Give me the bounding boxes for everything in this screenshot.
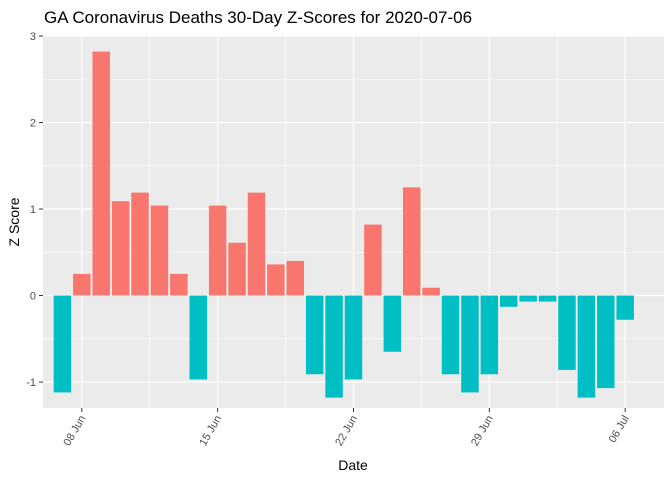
y-tick-label: 3 — [30, 31, 36, 43]
bar — [131, 192, 149, 296]
bar — [170, 273, 188, 296]
x-axis-title: Date — [338, 457, 368, 473]
bar — [558, 295, 576, 370]
bar — [364, 224, 382, 296]
bar — [538, 295, 557, 302]
bar — [267, 264, 285, 296]
bar — [402, 187, 421, 296]
y-tick-label: 1 — [30, 204, 36, 216]
bar — [73, 273, 91, 296]
bar — [305, 295, 324, 375]
bar — [500, 295, 518, 307]
bar — [92, 51, 110, 296]
x-tick-label: 06 Jul — [607, 414, 632, 445]
chart-title: GA Coronavirus Deaths 30-Day Z-Scores fo… — [44, 8, 472, 27]
bar — [422, 287, 440, 296]
bar — [286, 260, 305, 296]
bar — [325, 295, 343, 398]
bar — [519, 295, 537, 302]
bar — [344, 295, 363, 380]
bar — [577, 295, 596, 398]
bar — [228, 242, 246, 296]
bar — [111, 201, 130, 296]
y-axis-title: Z Score — [6, 197, 22, 246]
bar — [150, 205, 169, 296]
bar — [616, 295, 634, 320]
bar — [247, 192, 266, 296]
bar — [53, 295, 72, 393]
x-tick-label: 22 Jun — [333, 414, 360, 449]
x-tick-label: 15 Jun — [197, 414, 224, 449]
bar — [189, 295, 207, 380]
bar — [383, 295, 402, 352]
bar — [208, 205, 227, 296]
bar — [597, 295, 615, 389]
x-tick-label: 08 Jun — [62, 414, 89, 449]
bar — [461, 295, 479, 393]
y-tick-label: 0 — [30, 291, 36, 303]
bars — [53, 51, 634, 398]
x-tick-label: 29 Jun — [469, 414, 496, 449]
bar — [480, 295, 499, 375]
bar — [441, 295, 460, 375]
y-tick-label: -1 — [26, 377, 36, 389]
y-tick-label: 2 — [30, 118, 36, 130]
